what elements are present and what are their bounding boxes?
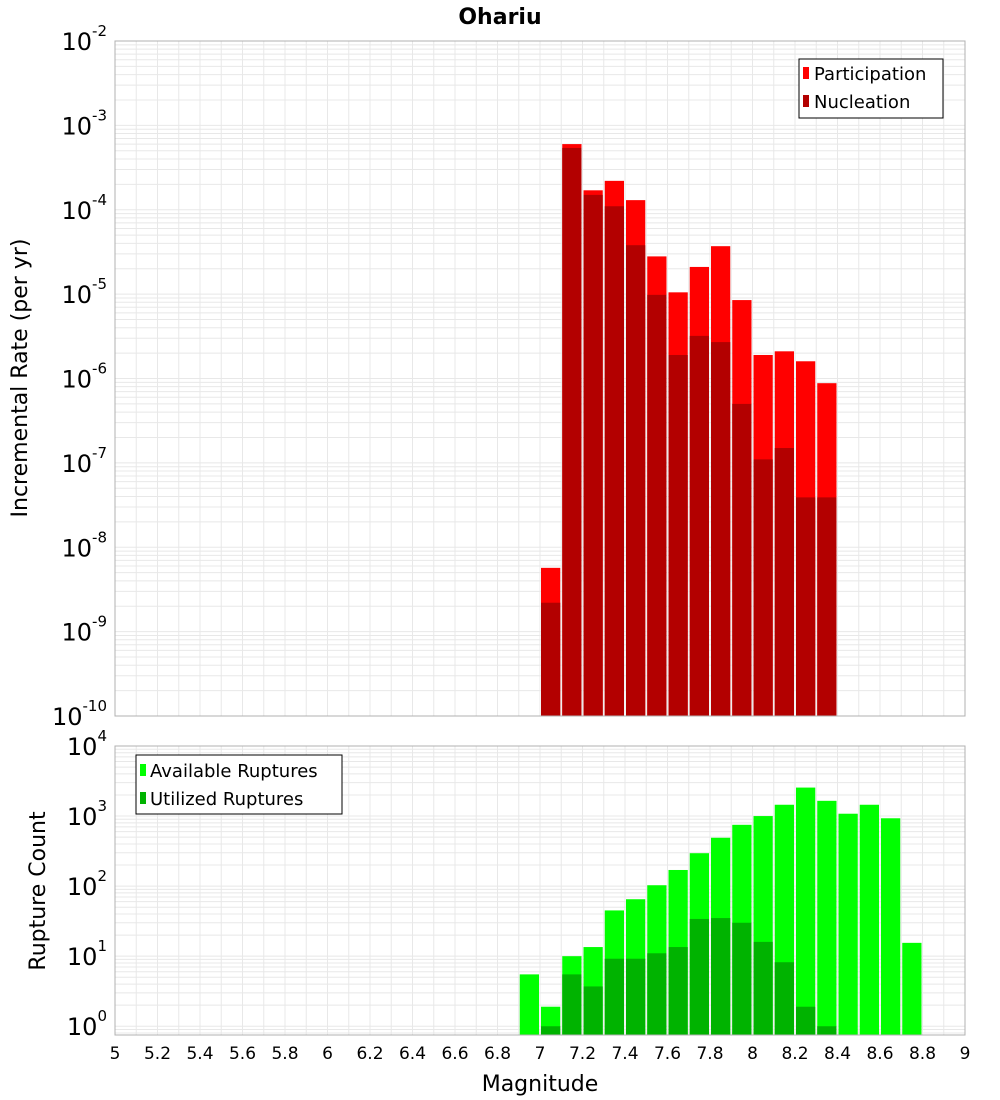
available-bar xyxy=(838,813,858,1035)
rate-y-tick-label: 10-5 xyxy=(61,275,107,309)
x-tick-label: 8.6 xyxy=(866,1044,893,1064)
utilized-bar xyxy=(647,953,667,1035)
x-axis-title: Magnitude xyxy=(482,1072,599,1097)
count-plot-frame xyxy=(114,745,966,1036)
x-tick-label: 8 xyxy=(747,1044,758,1064)
x-tick-label: 7.2 xyxy=(569,1044,596,1064)
nucleation-bar xyxy=(647,294,667,716)
count-legend: Available Ruptures Utilized Ruptures xyxy=(135,754,343,815)
available-bar xyxy=(796,787,816,1035)
count-y-tick-label: 104 xyxy=(67,727,107,761)
nucleation-bar xyxy=(711,342,731,716)
available-legend-swatch xyxy=(140,764,146,776)
x-tick-label: 5.8 xyxy=(271,1044,298,1064)
x-tick-label: 6.2 xyxy=(356,1044,383,1064)
count-y-ticks: 100 101 102 103 104 xyxy=(67,727,107,1041)
utilized-bar xyxy=(689,918,709,1035)
available-legend-label: Available Ruptures xyxy=(150,761,318,782)
x-tick-label: 6.4 xyxy=(399,1044,426,1064)
x-tick-label: 5 xyxy=(110,1044,121,1064)
utilized-bar xyxy=(583,986,603,1035)
rate-y-tick-label: 10-8 xyxy=(61,528,107,562)
utilized-bar xyxy=(796,1006,816,1035)
x-tick-label: 7.6 xyxy=(654,1044,681,1064)
rate-y-tick-label: 10-7 xyxy=(61,444,107,478)
x-tick-label: 9 xyxy=(960,1044,971,1064)
nucleation-legend-label: Nucleation xyxy=(814,92,910,113)
rate-y-tick-label: 10-9 xyxy=(61,613,107,647)
nucleation-legend-swatch xyxy=(803,95,809,107)
available-bar xyxy=(902,942,922,1035)
x-tick-label: 6.6 xyxy=(441,1044,468,1064)
participation-legend-label: Participation xyxy=(814,64,926,85)
x-tick-label: 7 xyxy=(535,1044,546,1064)
utilized-bar xyxy=(562,974,582,1035)
nucleation-bar xyxy=(541,602,561,716)
utilized-bar xyxy=(732,922,752,1035)
x-tick-label: 7.4 xyxy=(611,1044,638,1064)
nucleation-bar xyxy=(753,459,773,716)
utilized-bar xyxy=(668,947,688,1035)
utilized-legend-label: Utilized Ruptures xyxy=(150,789,303,810)
available-bar xyxy=(519,974,539,1035)
nucleation-bar xyxy=(604,206,624,716)
rate-y-tick-label: 10-6 xyxy=(61,360,107,394)
count-y-axis-title: Rupture Count xyxy=(26,811,51,971)
chart-title: Ohariu xyxy=(458,5,541,30)
available-bar xyxy=(881,818,901,1035)
count-y-tick-label: 100 xyxy=(67,1007,107,1041)
nucleation-bar xyxy=(817,497,837,716)
rate-y-tick-label: 10-3 xyxy=(61,106,107,140)
rate-grid xyxy=(114,40,966,717)
count-bars xyxy=(519,787,922,1035)
x-tick-label: 6 xyxy=(322,1044,333,1064)
x-tick-label: 8.8 xyxy=(909,1044,936,1064)
available-bar xyxy=(817,800,837,1035)
count-panel: 100 101 102 103 104 Rupture Count Available … xyxy=(26,727,966,1041)
utilized-bar xyxy=(626,958,646,1035)
x-tick-label: 6.8 xyxy=(484,1044,511,1064)
x-tick-label: 7.8 xyxy=(696,1044,723,1064)
nucleation-bar xyxy=(732,403,752,716)
rate-y-ticks: 10-10 10-9 10-8 10-7 10-6 10-5 10-4 10-3 10-2 xyxy=(52,22,107,731)
utilized-bar xyxy=(711,918,731,1035)
rate-y-tick-label: 10-4 xyxy=(61,191,107,225)
rate-y-axis-title: Incremental Rate (per yr) xyxy=(8,239,33,518)
count-y-tick-label: 103 xyxy=(67,797,107,831)
count-y-tick-label: 102 xyxy=(67,867,107,901)
nucleation-bar xyxy=(668,354,688,716)
rate-legend-box xyxy=(798,58,944,119)
rate-y-tick-label: 10-10 xyxy=(52,697,107,731)
count-y-tick-label: 101 xyxy=(67,937,107,971)
nucleation-bar xyxy=(562,147,582,716)
nucleation-bar xyxy=(774,448,794,716)
nucleation-bar xyxy=(689,335,709,716)
x-tick-label: 5.6 xyxy=(229,1044,256,1064)
utilized-bar xyxy=(604,958,624,1035)
nucleation-bar xyxy=(583,194,603,716)
nucleation-bar xyxy=(626,245,646,717)
utilized-bar xyxy=(541,1026,561,1035)
rate-legend: Participation Nucleation xyxy=(798,58,944,119)
rate-panel: 10-10 10-9 10-8 10-7 10-6 10-5 10-4 10-3 10-2 In… xyxy=(8,22,966,731)
x-tick-label: 8.2 xyxy=(781,1044,808,1064)
nucleation-bar xyxy=(796,497,816,716)
count-legend-box xyxy=(135,754,343,815)
utilized-bar xyxy=(774,962,794,1035)
x-tick-label: 8.4 xyxy=(824,1044,851,1064)
participation-legend-swatch xyxy=(803,67,809,79)
rate-bars xyxy=(541,144,837,717)
rate-plot-frame xyxy=(114,40,966,717)
utilized-legend-swatch xyxy=(140,792,146,804)
available-bar xyxy=(859,804,879,1035)
x-tick-label: 5.4 xyxy=(186,1044,213,1064)
rate-y-tick-label: 10-2 xyxy=(61,22,107,56)
x-ticks: 5 5.2 5.4 5.6 5.8 6 6.2 6.4 6.6 6.8 7 7.2 7.4 7.6 7.8 8… xyxy=(110,1044,971,1064)
utilized-bar xyxy=(753,941,773,1035)
x-tick-label: 5.2 xyxy=(144,1044,171,1064)
utilized-bar xyxy=(817,1026,837,1035)
